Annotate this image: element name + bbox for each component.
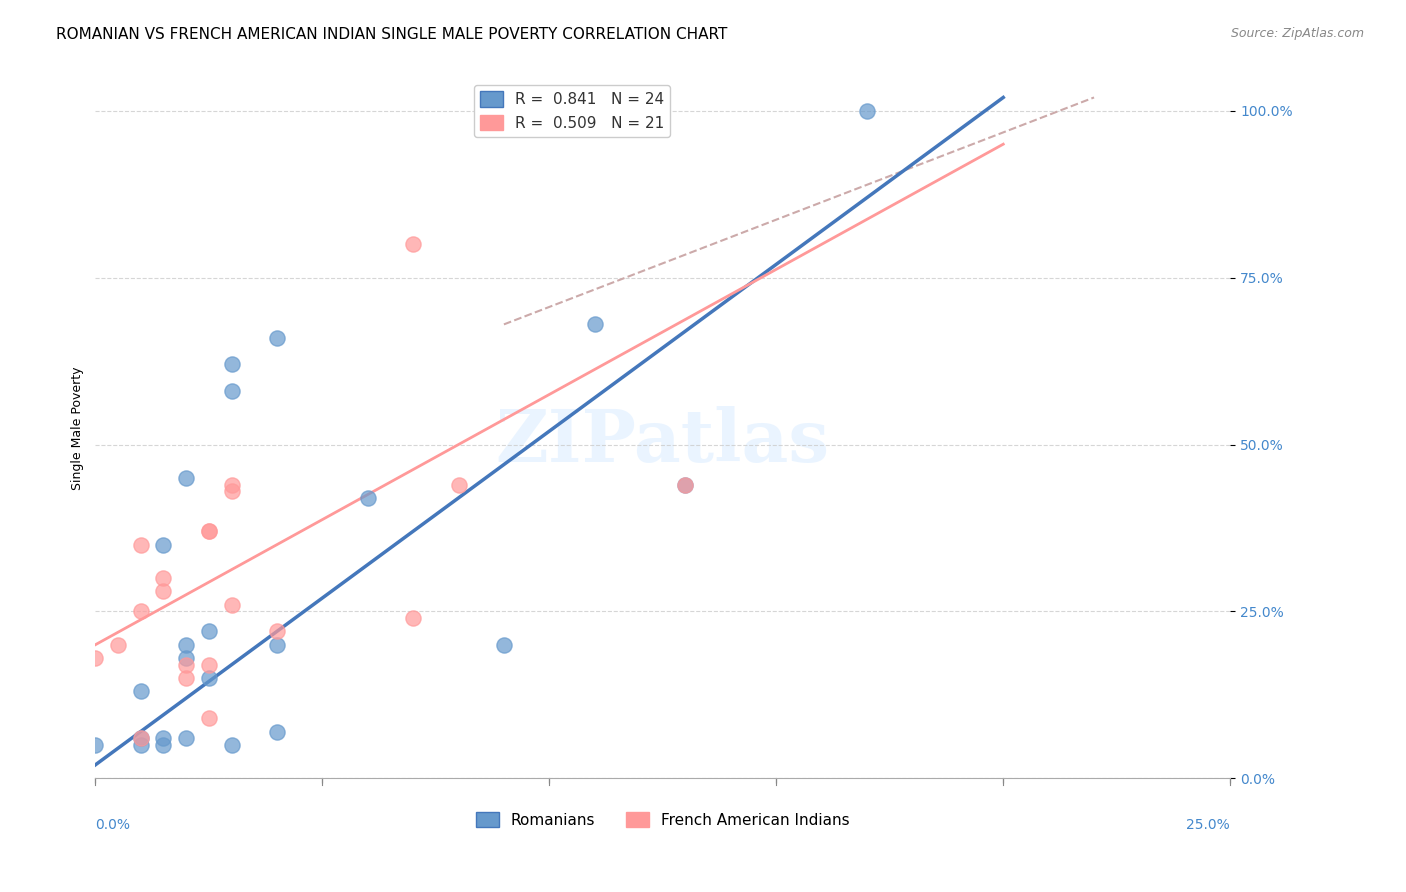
Text: ROMANIAN VS FRENCH AMERICAN INDIAN SINGLE MALE POVERTY CORRELATION CHART: ROMANIAN VS FRENCH AMERICAN INDIAN SINGL… [56, 27, 728, 42]
Romanians [675, 477, 697, 491]
Romanians [129, 738, 152, 752]
French American Indians [198, 711, 221, 725]
French American Indians [402, 237, 425, 252]
French American Indians [152, 571, 174, 585]
Romanians [198, 624, 221, 639]
Romanians [856, 103, 879, 118]
Romanians [221, 738, 243, 752]
French American Indians [174, 671, 197, 685]
Y-axis label: Single Male Poverty: Single Male Poverty [72, 366, 84, 490]
French American Indians [198, 524, 221, 539]
French American Indians [221, 598, 243, 612]
Romanians [221, 384, 243, 398]
Romanians [152, 538, 174, 552]
Romanians [221, 358, 243, 372]
Romanians [129, 731, 152, 746]
Romanians [129, 684, 152, 698]
French American Indians [402, 611, 425, 625]
Romanians [266, 638, 288, 652]
Romanians [84, 738, 107, 752]
Romanians [174, 638, 197, 652]
Romanians [198, 671, 221, 685]
French American Indians [221, 484, 243, 499]
Romanians [174, 651, 197, 665]
Text: 25.0%: 25.0% [1187, 818, 1230, 832]
Romanians [152, 738, 174, 752]
Romanians [492, 638, 515, 652]
Text: Source: ZipAtlas.com: Source: ZipAtlas.com [1230, 27, 1364, 40]
French American Indians [84, 651, 107, 665]
Legend: Romanians, French American Indians: Romanians, French American Indians [470, 805, 856, 834]
Romanians [583, 318, 606, 332]
French American Indians [221, 477, 243, 491]
French American Indians [447, 477, 470, 491]
Romanians [266, 724, 288, 739]
Text: 0.0%: 0.0% [96, 818, 131, 832]
French American Indians [198, 524, 221, 539]
French American Indians [107, 638, 129, 652]
French American Indians [129, 538, 152, 552]
French American Indians [675, 477, 697, 491]
French American Indians [129, 731, 152, 746]
Romanians [174, 471, 197, 485]
Text: ZIPatlas: ZIPatlas [496, 407, 830, 477]
Romanians [152, 731, 174, 746]
Romanians [174, 731, 197, 746]
French American Indians [266, 624, 288, 639]
Romanians [266, 331, 288, 345]
French American Indians [129, 604, 152, 618]
French American Indians [152, 584, 174, 599]
French American Indians [174, 657, 197, 672]
French American Indians [198, 657, 221, 672]
Romanians [357, 491, 380, 505]
